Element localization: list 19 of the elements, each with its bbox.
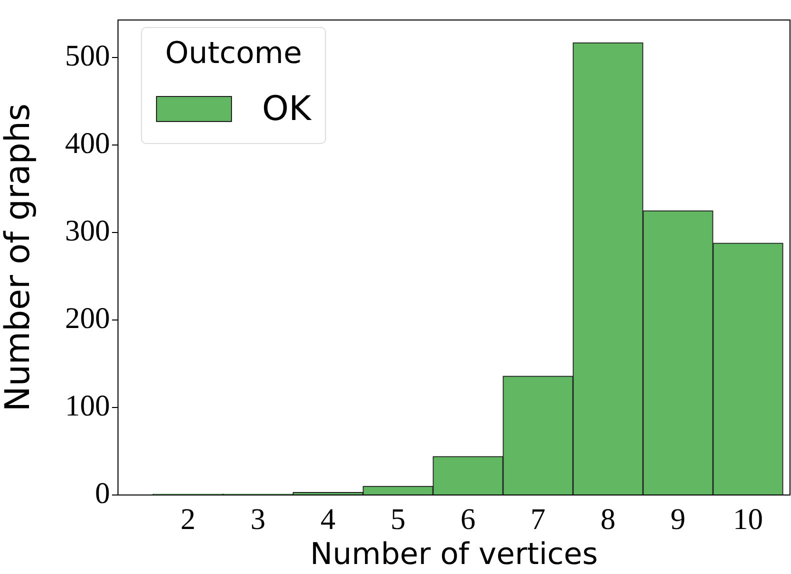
y-tick-label: 300 bbox=[65, 214, 110, 248]
y-tick-label: 0 bbox=[95, 476, 110, 510]
x-tick-label: 3 bbox=[250, 502, 266, 536]
x-tick-label: 2 bbox=[180, 502, 196, 536]
legend-title: Outcome bbox=[164, 36, 303, 71]
x-tick-label: 8 bbox=[600, 502, 616, 536]
x-tick-label: 5 bbox=[390, 502, 406, 536]
y-tick-label: 200 bbox=[65, 302, 110, 335]
y-tick-label: 500 bbox=[65, 39, 110, 72]
x-axis-title: Number of vertices bbox=[310, 536, 598, 572]
x-tick-label: 9 bbox=[670, 502, 686, 536]
x-tick-label: 4 bbox=[320, 502, 336, 536]
x-tick-label: 10 bbox=[733, 502, 763, 536]
y-axis-title: Number of graphs bbox=[0, 103, 38, 412]
y-tick-label: 400 bbox=[65, 126, 110, 160]
x-tick-label: 6 bbox=[460, 502, 476, 536]
legend-label: OK bbox=[262, 89, 312, 129]
x-tick-label: 7 bbox=[530, 502, 546, 536]
y-tick-label: 100 bbox=[65, 389, 110, 422]
